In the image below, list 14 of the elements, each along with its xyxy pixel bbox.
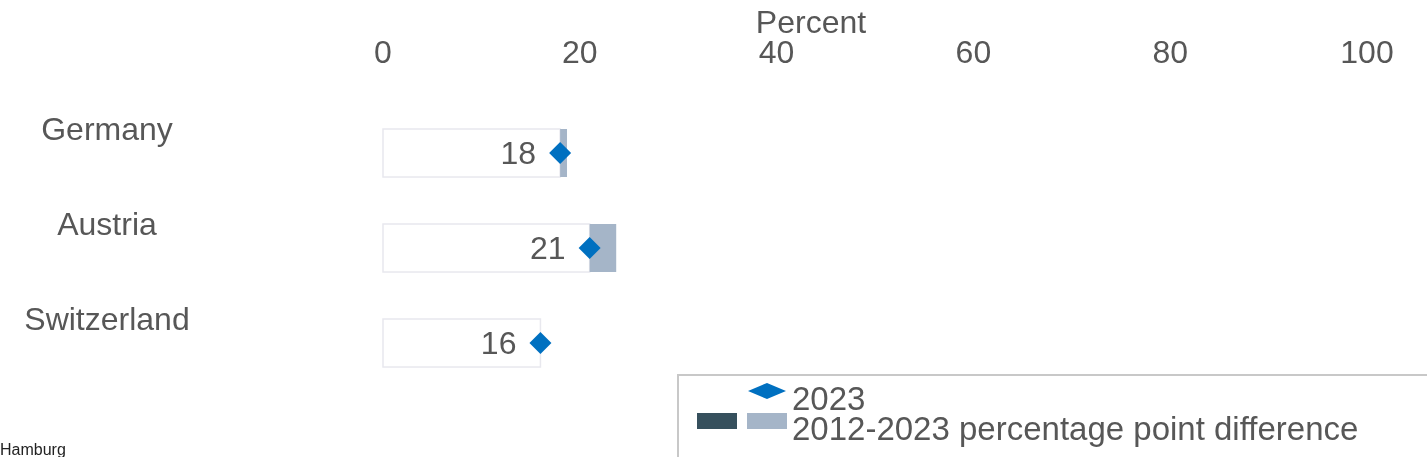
data-label: 18 (500, 135, 537, 171)
bar (382, 128, 561, 178)
x-tick-label: 20 (562, 34, 598, 70)
data-label: 16 (480, 325, 517, 361)
bar (382, 318, 542, 368)
x-tick-label: 60 (955, 34, 992, 70)
bar (382, 223, 591, 273)
x-tick-label: 100 (1340, 34, 1394, 70)
data-label: 21 (530, 230, 566, 266)
y-tick-label: Germany (41, 111, 173, 147)
x-tick-label: 0 (374, 34, 392, 70)
y-tick-label: Switzerland (24, 301, 190, 337)
y-tick-label: Austria (57, 206, 157, 242)
x-tick-label: 80 (1152, 34, 1188, 70)
